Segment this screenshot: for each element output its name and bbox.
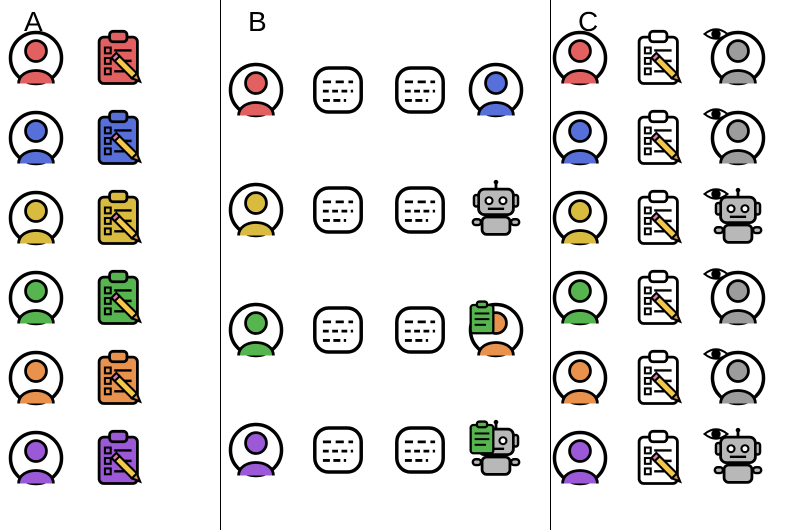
c-clipboard-icon (631, 269, 689, 327)
b-user-left-icon (227, 181, 285, 239)
b-speech-right-icon (391, 301, 449, 359)
a-clipboard-icon (91, 349, 149, 407)
b-speech-left-icon (309, 181, 367, 239)
c-observer-icon (709, 429, 767, 487)
c-observer-icon (709, 269, 767, 327)
divider-ab (220, 0, 221, 530)
figure-root: A B C (0, 0, 800, 530)
b-speech-left-icon (309, 301, 367, 359)
b-speech-right-icon (391, 421, 449, 479)
c-user-icon (551, 349, 609, 407)
b-user-left-icon (227, 421, 285, 479)
c-user-icon (551, 189, 609, 247)
b-user-left-icon (227, 61, 285, 119)
a-clipboard-icon (91, 189, 149, 247)
a-user-icon (7, 429, 65, 487)
b-right-icon (467, 181, 525, 239)
b-right-icon (467, 421, 525, 479)
a-clipboard-icon (91, 269, 149, 327)
c-observer-icon (709, 109, 767, 167)
a-clipboard-icon (91, 29, 149, 87)
c-clipboard-icon (631, 29, 689, 87)
c-clipboard-icon (631, 349, 689, 407)
panel-label-b: B (248, 6, 267, 38)
c-clipboard-icon (631, 429, 689, 487)
c-observer-icon (709, 189, 767, 247)
c-user-icon (551, 269, 609, 327)
b-right-icon (467, 61, 525, 119)
a-clipboard-icon (91, 109, 149, 167)
c-observer-icon (709, 349, 767, 407)
c-clipboard-icon (631, 189, 689, 247)
b-speech-left-icon (309, 421, 367, 479)
a-user-icon (7, 269, 65, 327)
a-clipboard-icon (91, 429, 149, 487)
c-clipboard-icon (631, 109, 689, 167)
c-user-icon (551, 29, 609, 87)
a-user-icon (7, 189, 65, 247)
c-user-icon (551, 109, 609, 167)
b-user-left-icon (227, 301, 285, 359)
c-user-icon (551, 429, 609, 487)
b-speech-right-icon (391, 61, 449, 119)
a-user-icon (7, 29, 65, 87)
b-speech-left-icon (309, 61, 367, 119)
a-user-icon (7, 349, 65, 407)
b-right-icon (467, 301, 525, 359)
b-speech-right-icon (391, 181, 449, 239)
a-user-icon (7, 109, 65, 167)
c-observer-icon (709, 29, 767, 87)
